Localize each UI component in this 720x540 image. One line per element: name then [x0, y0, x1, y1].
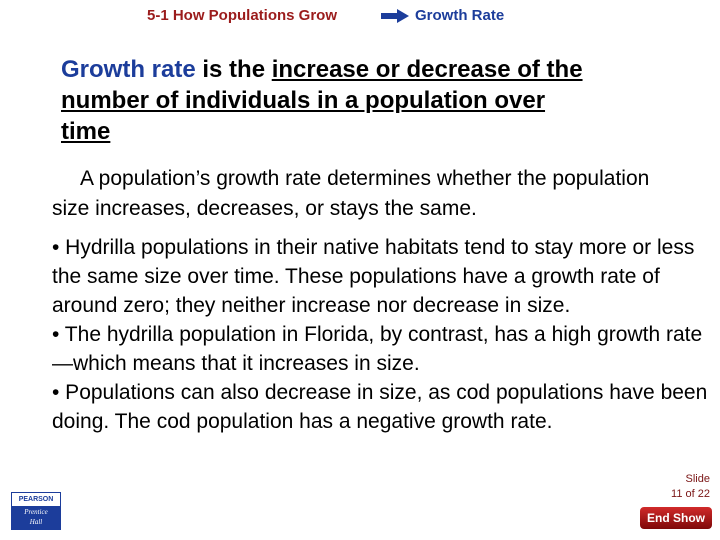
topic-title: Growth Rate	[415, 7, 505, 24]
slide-counter: Slide 11 of 22	[671, 472, 710, 502]
slide-number: 11 of 22	[671, 488, 710, 500]
logo-line-1: Prentice	[24, 508, 48, 516]
section-title: 5-1 How Populations Grow	[147, 7, 338, 24]
logo-pearson: PEARSON	[12, 493, 60, 506]
header-bar: 5-1 How Populations Grow Growth Rate	[0, 6, 720, 28]
bullet-item: • The hydrilla population in Florida, by…	[52, 323, 703, 375]
page-title: Growth rate is the increase or decrease …	[61, 54, 701, 147]
bullet-list: • Hydrilla populations in their native h…	[52, 233, 716, 436]
key-term: Growth rate	[61, 56, 196, 83]
intro-paragraph: A population’s growth rate determines wh…	[52, 164, 692, 224]
slide-label: Slide	[685, 473, 710, 485]
logo-prentice-hall: Prentice Hall	[12, 506, 60, 527]
bullet-item: • Hydrilla populations in their native h…	[52, 236, 695, 317]
definition-line-3: time	[61, 118, 111, 145]
publisher-logo: PEARSON Prentice Hall	[11, 492, 61, 530]
logo-line-2: Hall	[29, 518, 43, 526]
headline-connector: is the	[195, 56, 272, 83]
end-show-button[interactable]: End Show	[640, 507, 712, 529]
bullet-item: • Populations can also decrease in size,…	[52, 381, 708, 433]
intro-text: A population’s growth rate determines wh…	[52, 167, 650, 220]
definition-line-2: number of individuals in a population ov…	[61, 87, 546, 114]
right-arrow-icon	[381, 9, 409, 23]
definition-line-1: increase or decrease of the	[271, 56, 583, 83]
